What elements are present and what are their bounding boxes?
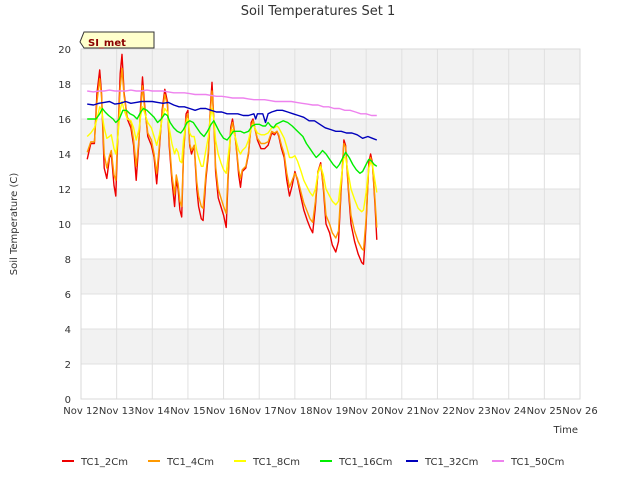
site-label-box: SI_met [79, 31, 155, 49]
legend-item-tc1_32cm: TC1_32Cm [406, 457, 478, 468]
x-tick-label: Nov 17 [242, 406, 277, 417]
y-tick-label: 16 [58, 115, 71, 126]
x-tick-label: Nov 15 [170, 406, 205, 417]
x-tick-label: Nov 19 [313, 406, 348, 417]
y-tick-label: 0 [65, 395, 71, 406]
series-line-tc1_16cm [87, 107, 378, 175]
legend-label: TC1_4Cm [166, 457, 214, 468]
plot-border [80, 48, 581, 400]
x-tick-label: Nov 13 [99, 406, 134, 417]
series-line-tc1_50cm [87, 89, 377, 117]
legend-label: TC1_32Cm [424, 457, 478, 468]
y-tick-label: 18 [58, 80, 71, 91]
x-tick-label: Nov 24 [491, 406, 526, 417]
x-tick-label: Nov 16 [206, 406, 241, 417]
x-axis-label: Time [553, 425, 578, 436]
site-label: SI_met [88, 38, 126, 49]
x-tick-label: Nov 26 [562, 406, 597, 417]
chart-title: Soil Temperatures Set 1 [241, 4, 396, 19]
y-tick-label: 8 [65, 255, 71, 266]
series-line-tc1_8cm [86, 100, 378, 213]
x-tick-label: Nov 21 [384, 406, 419, 417]
x-tick-label: Nov 14 [135, 406, 170, 417]
series-line-tc1_32cm [87, 100, 378, 141]
x-tick-label: Nov 25 [527, 406, 562, 417]
legend-item-tc1_16cm: TC1_16Cm [320, 457, 392, 468]
y-tick-label: 10 [58, 220, 71, 231]
y-tick-label: 2 [65, 360, 71, 371]
x-tick-label: Nov 22 [420, 406, 455, 417]
y-axis-ticks: 0 2 4 6 8 10 12 14 16 18 20 [58, 45, 71, 406]
legend-label: TC1_2Cm [80, 457, 128, 468]
x-tick-label: Nov 23 [455, 406, 490, 417]
x-tick-label: Nov 12 [63, 406, 98, 417]
legend-item-tc1_2cm: TC1_2Cm [62, 457, 128, 468]
legend-item-tc1_50cm: TC1_50Cm [492, 457, 564, 468]
y-tick-label: 20 [58, 45, 71, 56]
x-axis-ticks: Nov 12 Nov 13 Nov 14 Nov 15 Nov 16 Nov 17 Nov … [63, 406, 597, 417]
series-line-tc1_4cm [86, 67, 378, 252]
site-label-shape [79, 31, 155, 49]
legend-item-tc1_4cm: TC1_4Cm [148, 457, 214, 468]
y-tick-label: 4 [65, 325, 71, 336]
y-tick-label: 12 [58, 185, 71, 196]
x-tick-label: Nov 20 [348, 406, 383, 417]
legend-item-tc1_8cm: TC1_8Cm [234, 457, 300, 468]
series-line-tc1_2cm [86, 53, 378, 265]
legend-label: TC1_8Cm [252, 457, 300, 468]
series-lines [86, 53, 378, 265]
legend-label: TC1_16Cm [338, 457, 392, 468]
y-tick-label: 6 [65, 290, 71, 301]
y-tick-label: 14 [58, 150, 71, 161]
x-tick-label: Nov 18 [277, 406, 312, 417]
legend: TC1_2Cm TC1_4Cm TC1_8Cm TC1_16Cm TC1_32Cm TC1… [62, 457, 564, 468]
y-axis-label: Soil Temperature (C) [9, 173, 20, 276]
legend-label: TC1_50Cm [510, 457, 564, 468]
